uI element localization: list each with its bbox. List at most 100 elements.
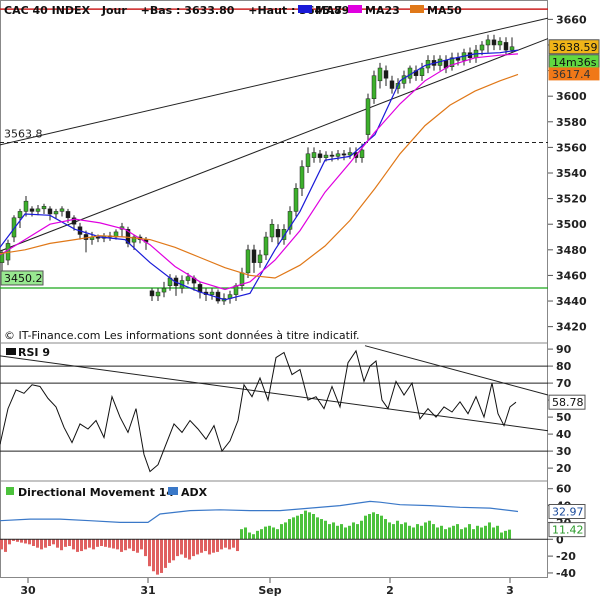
candle <box>209 288 215 300</box>
last-price-label-text: 3638.59 <box>552 41 598 54</box>
dm-bar <box>388 522 391 540</box>
candle <box>47 206 53 221</box>
dm-value-label-text: 11.42 <box>552 524 584 537</box>
candle-body <box>65 211 71 219</box>
dm-bar <box>488 522 491 540</box>
price-axis-tick-label: 3520 <box>556 193 587 206</box>
candle-body <box>419 67 425 76</box>
candle <box>311 147 317 163</box>
dm-bar <box>104 539 107 547</box>
candle-body <box>485 39 491 46</box>
ma50-legend-label: MA50 <box>427 4 462 17</box>
dm-bar <box>504 530 507 540</box>
dm-bar <box>68 539 71 546</box>
candle-body <box>215 291 221 302</box>
candle <box>149 288 155 302</box>
candle-body <box>149 290 155 297</box>
candle-body <box>449 57 455 67</box>
dm-bar <box>328 524 331 540</box>
candle-body <box>71 217 77 225</box>
candle-body <box>155 291 161 297</box>
dm-bar <box>188 539 191 560</box>
candle <box>461 48 467 66</box>
dm-bar <box>308 512 311 540</box>
candle-body <box>377 67 383 82</box>
support-value-label: 3450.2 <box>0 270 44 286</box>
dm-bar <box>4 539 7 552</box>
candle <box>437 55 443 71</box>
dm-value-label: 11.42 <box>548 522 586 538</box>
candle-body <box>257 254 263 263</box>
ma50-value-label-text: 3617.4 <box>552 68 591 81</box>
candle <box>173 275 179 296</box>
dm-bar <box>144 539 147 557</box>
x-tick-label: 3 <box>506 584 514 597</box>
candle <box>161 281 167 298</box>
candle-body <box>347 152 353 156</box>
dm-bar <box>396 520 399 540</box>
dm-y-axis: -40-200204060 <box>548 483 576 580</box>
last-price-label: 3638.59 <box>548 39 600 55</box>
dm-bar <box>304 510 307 540</box>
dm-bar <box>248 532 251 540</box>
candle-body <box>293 188 299 212</box>
candle <box>365 93 371 141</box>
dm-axis-tick-label: -20 <box>556 550 576 563</box>
candle-body <box>317 153 323 158</box>
candle-body <box>35 208 41 212</box>
x-tick-label: 30 <box>20 584 36 597</box>
rsi-line <box>0 349 517 473</box>
ma-legend: MA7 MA23 MA50 <box>298 4 462 17</box>
candle-body <box>41 206 47 210</box>
candle-body <box>497 40 503 46</box>
candle-body <box>161 287 167 293</box>
x-axis: 30 31 Sep 2 3 <box>20 578 514 597</box>
ma50-value-label: 3617.4 <box>548 67 600 81</box>
dm-bar <box>48 539 51 546</box>
candle-body <box>47 208 53 215</box>
candle <box>251 244 257 273</box>
candle <box>227 290 233 304</box>
candle <box>509 37 515 53</box>
dm-bar <box>268 525 271 540</box>
dm-legend-text: Directional Movement 14 <box>18 486 174 499</box>
rsi-axis-tick-label: 70 <box>556 377 572 390</box>
dm-bar <box>92 539 95 550</box>
candle <box>197 281 203 299</box>
rsi-value-label-box <box>548 394 586 410</box>
candle <box>419 62 425 81</box>
dm-bar <box>160 539 163 573</box>
dm-bar <box>368 514 371 540</box>
rsi-axis-tick-label: 20 <box>556 462 572 475</box>
candle <box>449 52 455 71</box>
dm-bar <box>280 524 283 540</box>
ma7-legend-swatch <box>298 5 312 13</box>
dm-bar <box>404 522 407 540</box>
dm-bar <box>60 539 63 551</box>
candlestick-series <box>0 34 515 305</box>
adx-line <box>0 500 519 524</box>
dm-bar <box>40 539 43 550</box>
dm-bar <box>452 525 455 540</box>
dm-bar <box>484 525 487 540</box>
dm-bar <box>220 539 223 550</box>
dm-value-label-box <box>548 522 586 538</box>
price-axis-tick-label: 3440 <box>556 295 587 308</box>
candle-body <box>305 153 311 167</box>
dm-bar <box>456 524 459 540</box>
dm-bar <box>360 520 363 540</box>
dm-bar <box>0 539 3 550</box>
dm-bar <box>376 514 379 540</box>
candle <box>17 208 23 229</box>
price-axis-tick-label: 3480 <box>556 244 587 257</box>
ma50-value-label-box <box>548 67 600 81</box>
candle <box>383 65 389 86</box>
candle-body <box>11 217 17 238</box>
candle-body <box>59 208 65 212</box>
dm-bar <box>80 539 83 552</box>
dm-bar <box>184 539 187 558</box>
dm-axis-tick-label: 0 <box>556 533 564 546</box>
dm-bar <box>468 524 471 540</box>
candle <box>23 196 29 217</box>
